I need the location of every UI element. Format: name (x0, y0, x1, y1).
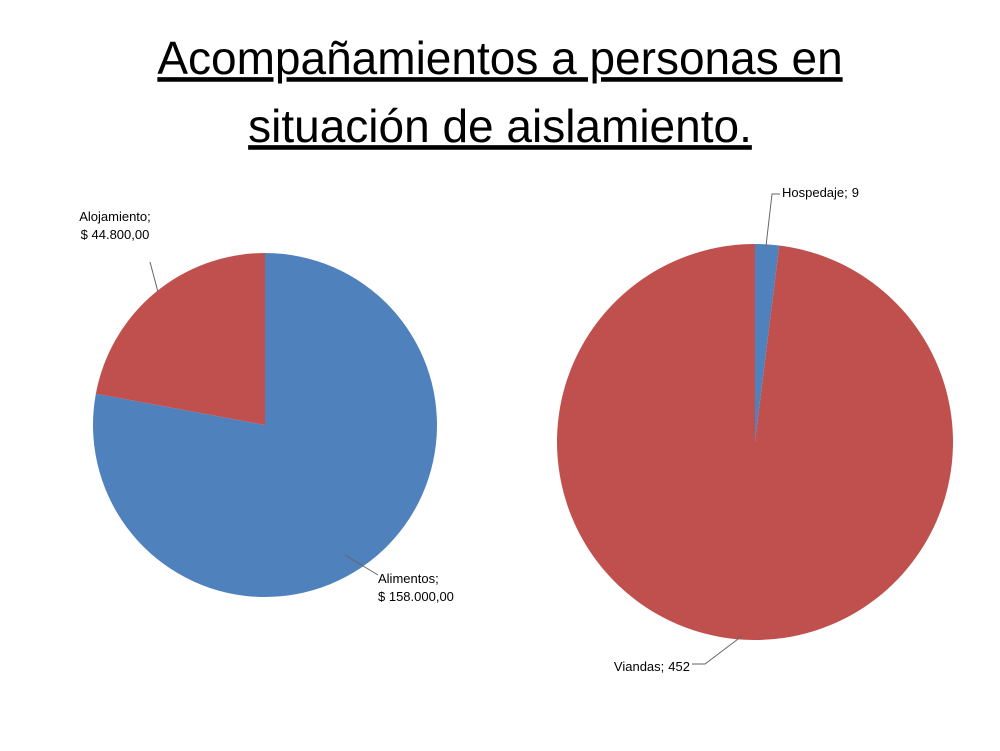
label-value: $ 158.000,00 (378, 589, 454, 604)
label-category: Alimentos (378, 571, 436, 586)
label-separator: ; (147, 209, 151, 224)
data-label: Hospedaje; 9 (782, 185, 859, 200)
data-label: Alimentos; $ 158.000,00 (378, 571, 454, 604)
label-separator: ; (661, 659, 665, 674)
slide-title: situación de aislamiento. (248, 100, 752, 152)
label-category: Viandas (614, 659, 661, 674)
label-separator: ; (844, 185, 848, 200)
label-value: 452 (668, 659, 690, 674)
label-value: 9 (852, 185, 859, 200)
pie-slice (755, 244, 780, 442)
data-label: Viandas; 452 (614, 659, 690, 674)
pie-slice (557, 244, 954, 640)
label-value: $ 44.800,00 (81, 227, 150, 242)
label-category: Hospedaje (782, 185, 844, 200)
label-category: Alojamiento (79, 209, 147, 224)
label-separator: ; (435, 571, 439, 586)
pie-slice (95, 253, 266, 425)
data-label: Alojamiento; $ 44.800,00 (79, 209, 151, 242)
slide-title: Acompañamientos a personas en (157, 32, 842, 84)
